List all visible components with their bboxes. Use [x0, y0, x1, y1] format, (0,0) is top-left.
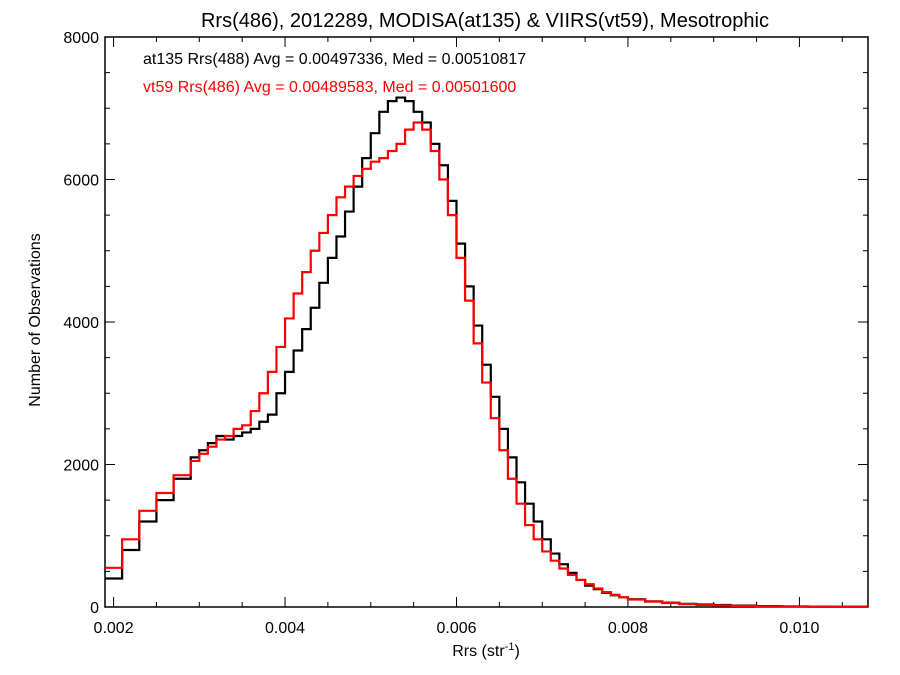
series-line-red [105, 121, 870, 608]
x-axis-label: Rrs (str-1) [452, 641, 520, 660]
x-tick-label: 0.010 [779, 620, 819, 637]
x-tick-label: 0.004 [265, 620, 305, 637]
x-tick-label: 0.008 [608, 620, 648, 637]
y-tick-label: 0 [90, 600, 99, 617]
y-axis: 0 2000 4000 6000 8000 [63, 30, 868, 617]
series-group [105, 96, 870, 608]
x-tick-label: 0.006 [436, 620, 476, 637]
legend-entry-red: vt59 Rrs(486) Avg = 0.00489583, Med = 0.… [143, 79, 516, 96]
x-axis-label-base: Rrs (str [452, 643, 505, 660]
y-tick-label: 6000 [63, 173, 99, 190]
y-axis-label: Number of Observations [27, 233, 44, 406]
plot-area-border [104, 36, 869, 608]
y-tick-label: 4000 [63, 315, 99, 332]
legend: at135 Rrs(488) Avg = 0.00497336, Med = 0… [143, 51, 526, 96]
series-line-black [105, 96, 870, 608]
y-tick-label: 8000 [63, 30, 99, 47]
x-axis-label-suffix: ) [514, 643, 519, 660]
y-tick-label: 2000 [63, 458, 99, 475]
x-axis-label-superscript: -1 [505, 641, 515, 653]
x-axis: 0.002 0.004 0.006 0.008 0.010 [94, 37, 843, 637]
chart-title: Rrs(486), 2012289, MODISA(at135) & VIIRS… [201, 10, 769, 32]
plot-frame [104, 36, 869, 608]
x-tick-label: 0.002 [94, 620, 134, 637]
legend-entry-black: at135 Rrs(488) Avg = 0.00497336, Med = 0… [143, 51, 526, 68]
